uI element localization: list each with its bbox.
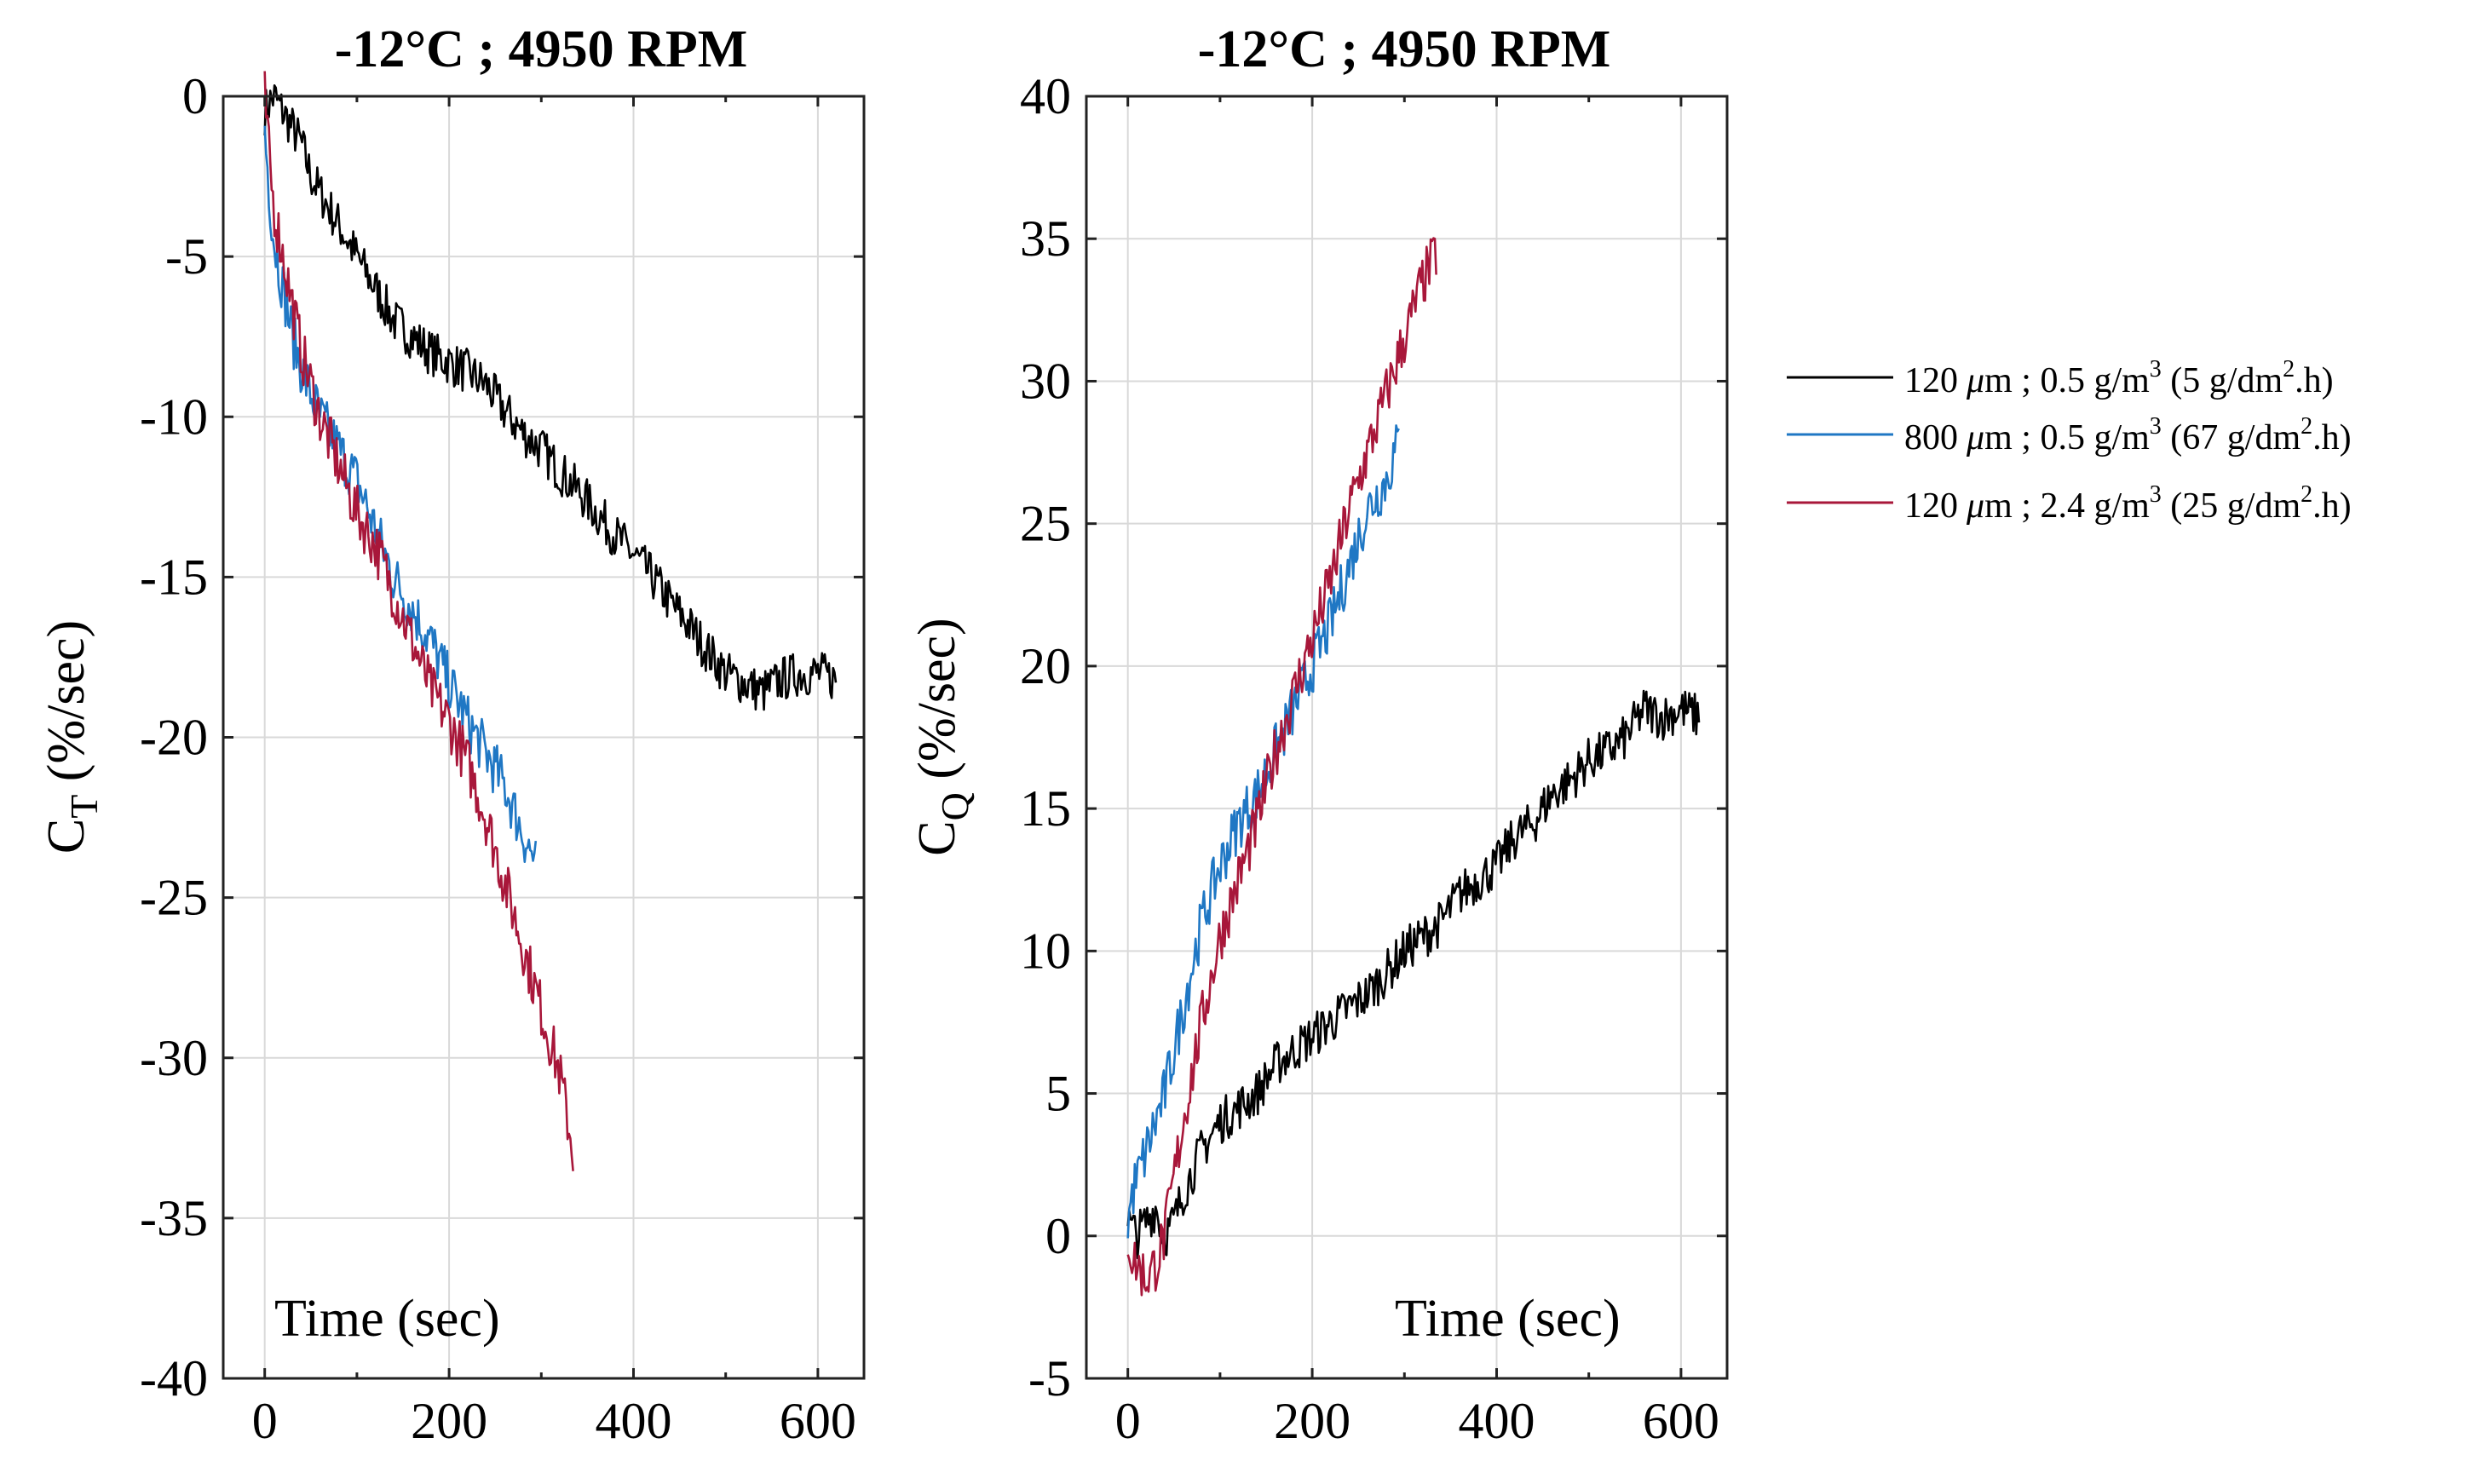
series-line [263, 84, 838, 711]
x-axis-label: Time (sec) [1395, 1290, 1621, 1348]
y-tick-label: -10 [140, 388, 208, 445]
y-axis-label-sub: Q [933, 792, 976, 820]
y-axis-label-main: C [908, 820, 966, 855]
y-tick-label: 40 [1020, 68, 1071, 124]
x-tick-label: 600 [1643, 1393, 1719, 1449]
legend-entry: 120 μm ; 0.5 g/m3 (5 g/dm2.h) [1787, 356, 2334, 400]
y-tick-label: 25 [1020, 496, 1071, 552]
legend-label: 120 μm ; 0.5 g/m3 (5 g/dm2.h) [1904, 356, 2334, 400]
series-line [1126, 689, 1701, 1260]
y-axis-label: CT (%/sec) [37, 620, 106, 854]
x-axis-label: Time (sec) [274, 1290, 500, 1348]
chart-title: -12°C ; 4950 RPM [1198, 20, 1611, 78]
y-tick-label: 0 [1045, 1208, 1071, 1264]
y-tick-label: 0 [182, 68, 208, 124]
series-line [1126, 424, 1400, 1239]
y-axis-label-main: C [37, 819, 95, 854]
chart-title: -12°C ; 4950 RPM [335, 20, 748, 78]
x-tick-label: 400 [1458, 1393, 1535, 1449]
legend-label: 120 μm ; 2.4 g/m3 (25 g/dm2.h) [1904, 481, 2352, 526]
y-tick-label: -5 [165, 228, 208, 285]
x-tick-label: 400 [595, 1393, 671, 1449]
y-tick-label: -5 [1028, 1350, 1071, 1406]
cq-chart: -12°C ; 4950 RPM 0 200 400 600 40 35 30 25 20 15 1… [908, 20, 1729, 1449]
x-tick-label: 200 [411, 1393, 487, 1449]
y-tick-label: 10 [1020, 923, 1071, 979]
series-line [263, 125, 538, 863]
legend: 120 μm ; 0.5 g/m3 (5 g/dm2.h) 800 μm ; 0.5… [1787, 356, 2352, 526]
y-axis-label: CQ (%/sec) [908, 618, 976, 855]
x-tick-label: 0 [1115, 1393, 1141, 1449]
x-tick-label: 600 [780, 1393, 856, 1449]
y-axis-label-unit: (%/sec) [908, 618, 966, 792]
y-tick-label: -40 [140, 1350, 208, 1406]
plot-frame [1085, 95, 1729, 1380]
y-tick-label: 5 [1045, 1066, 1071, 1122]
y-tick-label: 30 [1020, 353, 1071, 409]
y-tick-label: -15 [140, 549, 208, 605]
y-tick-label: 35 [1020, 210, 1071, 267]
series-line [263, 71, 574, 1171]
legend-entry: 120 μm ; 2.4 g/m3 (25 g/dm2.h) [1787, 481, 2352, 526]
y-tick-label: -25 [140, 870, 208, 926]
y-tick-label: -20 [140, 710, 208, 766]
y-tick-label: -30 [140, 1030, 208, 1086]
legend-label: 800 μm ; 0.5 g/m3 (67 g/dm2.h) [1904, 413, 2352, 457]
x-tick-label: 200 [1274, 1393, 1350, 1449]
x-tick-label: 0 [252, 1393, 278, 1449]
ct-chart: -12°C ; 4950 RPM 0 200 400 600 0 -5 -10 -15 -20 -… [37, 20, 866, 1449]
series-line [1126, 237, 1437, 1297]
y-axis-label-sub: T [62, 795, 106, 819]
y-tick-label: -35 [140, 1190, 208, 1246]
y-tick-label: 15 [1020, 780, 1071, 837]
legend-entry: 800 μm ; 0.5 g/m3 (67 g/dm2.h) [1787, 413, 2352, 457]
y-tick-label: 20 [1020, 638, 1071, 694]
y-axis-label-unit: (%/sec) [37, 620, 95, 795]
